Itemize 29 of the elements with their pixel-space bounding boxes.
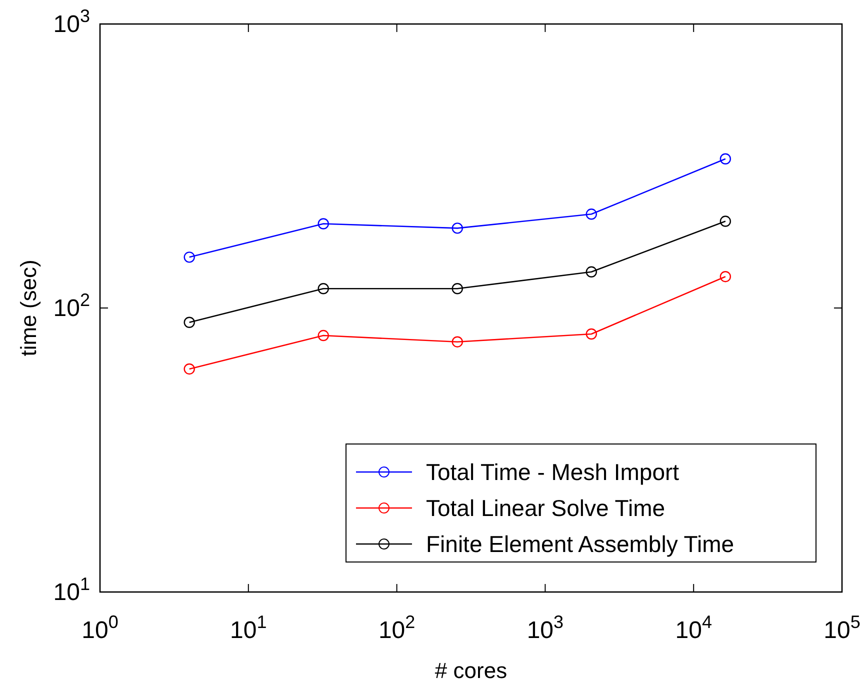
x-tick-label: 10$^{3}$	[526, 612, 564, 644]
point	[184, 363, 195, 375]
point	[452, 222, 463, 234]
x-tick-label: 10$^{5}$	[824, 612, 860, 644]
point	[720, 153, 732, 164]
point	[452, 283, 463, 294]
point	[720, 216, 732, 227]
legend-label: Total Time - Mesh Import	[426, 459, 680, 485]
x-tick-label: 10$^{2}$	[378, 612, 416, 644]
y-axis-title: time (sec)	[16, 260, 41, 356]
x-tick-label: 10$^{4}$	[675, 612, 712, 644]
legend-label: Total Linear Solve Time	[426, 495, 666, 521]
point	[184, 252, 195, 263]
point	[318, 330, 329, 342]
y-tick-label: 10$^{1}$	[53, 574, 90, 606]
point	[586, 266, 597, 278]
y-tick-label: 10$^{2}$	[53, 290, 90, 322]
point	[586, 208, 597, 220]
x-axis-title: # cores	[434, 658, 508, 683]
x-tick-label: 10$^{0}$	[82, 612, 118, 644]
legend-label: Finite Element Assembly Time	[426, 531, 734, 557]
point	[586, 328, 597, 340]
y-tick-label: 10$^{3}$	[53, 6, 90, 38]
point	[720, 270, 732, 282]
point	[184, 316, 195, 328]
point	[318, 218, 329, 230]
x-tick-label: 10$^{1}$	[230, 612, 267, 644]
point	[318, 283, 329, 294]
point	[452, 336, 463, 348]
